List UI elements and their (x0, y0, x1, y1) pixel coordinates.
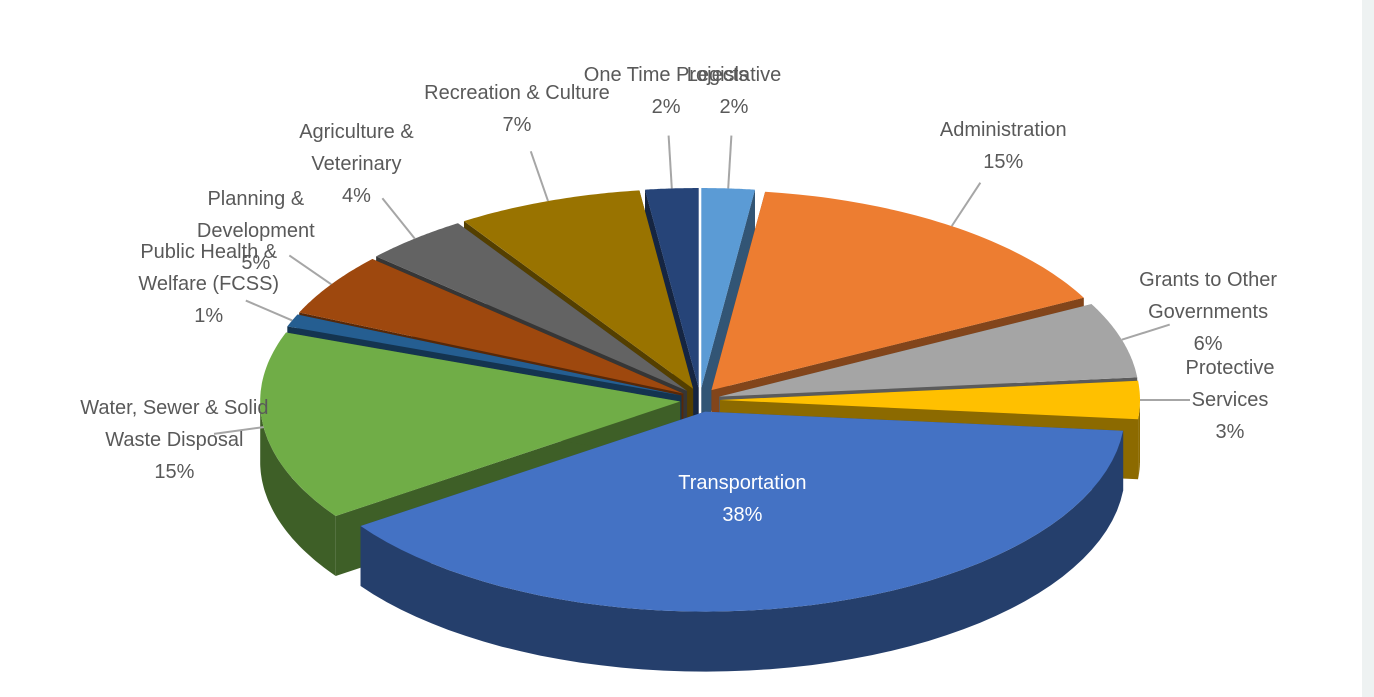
slice (360, 411, 1124, 612)
category-label: Legislative (686, 63, 782, 86)
leader-line (950, 182, 982, 227)
value-label: 7% (502, 114, 532, 137)
data-label: Public Health & Welfare (FCSS) 1% (114, 236, 304, 332)
slice (719, 304, 1138, 397)
value-label: 3% (1215, 421, 1245, 443)
slice (260, 332, 681, 516)
value-label: 4% (341, 184, 371, 207)
leader-line (1121, 323, 1171, 341)
data-label: Transportation 38% (678, 467, 806, 531)
slice (720, 380, 1140, 420)
value-label: 15% (154, 460, 195, 483)
value-label: 2% (651, 95, 681, 118)
leader-line (213, 426, 264, 435)
slice (645, 188, 699, 389)
category-label: Grants to Other Governments (1139, 268, 1278, 323)
category-label: One Time Projects (583, 63, 749, 86)
slice (701, 188, 755, 389)
slice (376, 223, 688, 391)
slice (464, 190, 694, 389)
slice (287, 314, 682, 396)
value-label: 38% (722, 504, 763, 527)
leader-line (529, 150, 549, 202)
value-label: 6% (1193, 332, 1223, 355)
category-label: Water, Sewer & Solid Waste Disposal (80, 396, 269, 451)
slice-side (360, 430, 1124, 672)
category-label: Transportation (678, 472, 807, 495)
value-label: 1% (194, 304, 224, 327)
data-label: One Time Projects 2% (584, 59, 749, 123)
data-label: Legislative 2% (687, 59, 782, 123)
data-label: Grants to Other Governments 6% (1125, 264, 1291, 360)
category-label: Protective Services (1185, 357, 1275, 411)
value-label: 5% (241, 251, 271, 274)
slice-side (260, 401, 336, 576)
leader-line (381, 197, 416, 240)
data-label: Water, Sewer & Solid Waste Disposal 15% (79, 392, 269, 488)
slice (299, 259, 684, 394)
data-label: Administration 15% (940, 114, 1067, 178)
value-label: 2% (719, 95, 749, 118)
value-label: 15% (983, 150, 1024, 173)
data-label: Recreation & Culture 7% (424, 77, 610, 141)
data-label: Planning & Development 5% (161, 183, 351, 279)
slice-side (1138, 400, 1140, 480)
leader-line (727, 135, 733, 189)
category-label: Agriculture & Veterinary (299, 120, 414, 175)
category-label: Administration (939, 118, 1067, 141)
category-label: Recreation & Culture (424, 82, 610, 105)
leader-line (667, 135, 673, 189)
category-label: Planning & Development (196, 187, 315, 242)
leader-line (288, 254, 332, 286)
scrollbar-strip (1362, 0, 1374, 697)
leader-line (245, 299, 293, 322)
slice (711, 191, 1084, 391)
data-label: Agriculture & Veterinary 4% (261, 116, 451, 212)
data-label: Protective Services 3% (1158, 352, 1302, 448)
category-label: Public Health & Welfare (FCSS) (138, 240, 280, 295)
